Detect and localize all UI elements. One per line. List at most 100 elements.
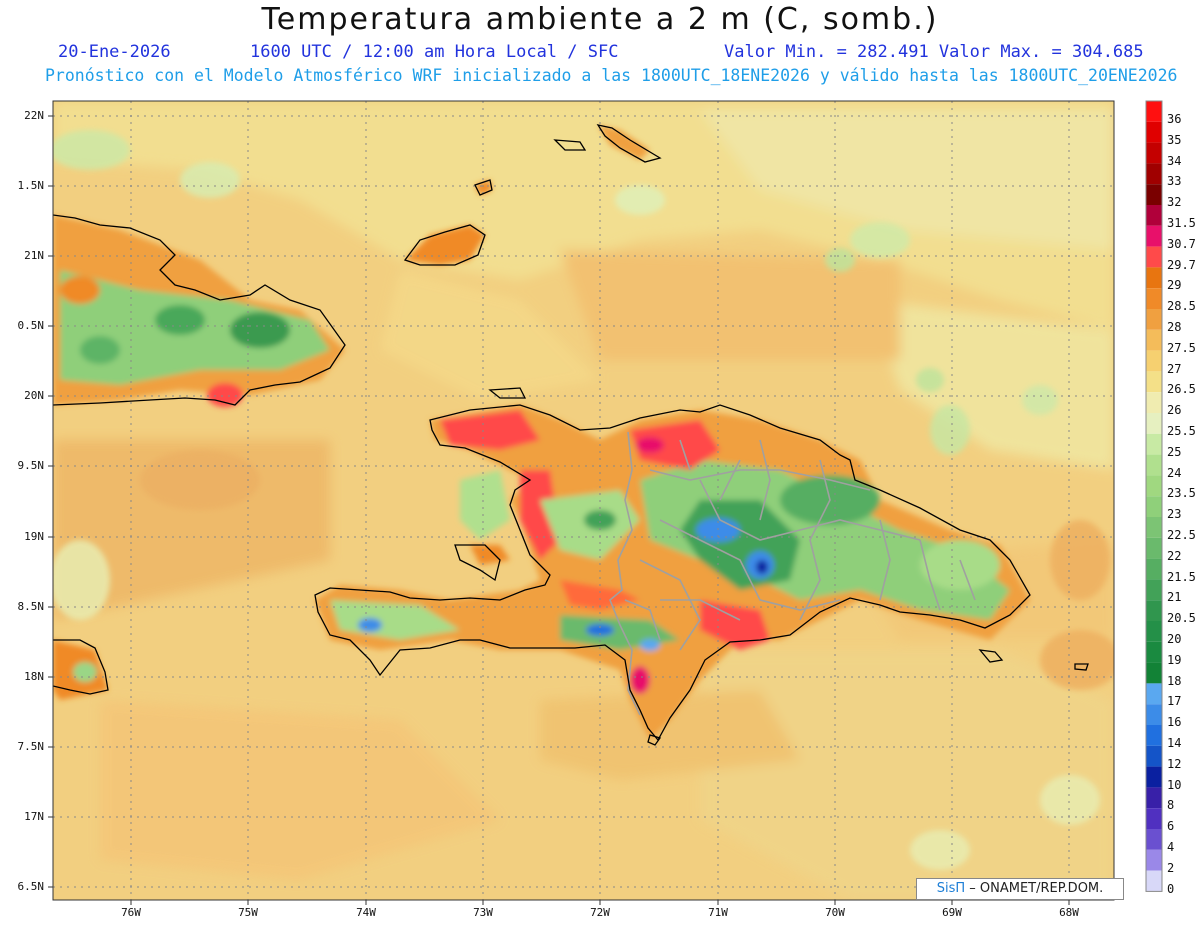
colorbar-swatch xyxy=(1146,537,1162,559)
colorbar-label: 25.5 xyxy=(1167,424,1196,438)
lat-label-20-5n: 0.5N xyxy=(17,319,45,332)
colorbar-label: 27.5 xyxy=(1167,340,1196,355)
colorbar-swatch xyxy=(1146,101,1162,122)
colorbar-label: 28.5 xyxy=(1167,299,1196,314)
forecast-date: 20-Ene-2026 xyxy=(58,42,171,62)
colorbar-label: 14 xyxy=(1167,736,1182,750)
colorbar-label: 21 xyxy=(1167,590,1182,605)
colorbar-swatch xyxy=(1146,662,1162,684)
lat-label-17n: 17N xyxy=(24,810,44,823)
colorbar-swatch xyxy=(1146,288,1162,309)
colorbar-swatch xyxy=(1146,683,1162,705)
colorbar-swatch xyxy=(1146,641,1162,663)
colorbar-swatch xyxy=(1146,787,1162,809)
colorbar-swatch xyxy=(1146,454,1162,476)
colorbar-swatch xyxy=(1146,392,1162,413)
lon-label-69w: 69W xyxy=(942,906,962,919)
lat-label-22n: 22N xyxy=(24,109,44,122)
colorbar-label: 33 xyxy=(1167,174,1182,189)
colorbar-label: 29.7 xyxy=(1167,257,1196,272)
colorbar-swatch xyxy=(1146,225,1162,247)
colorbar-label: 8 xyxy=(1167,798,1175,813)
colorbar-label: 25 xyxy=(1167,444,1182,459)
colorbar-label: 19 xyxy=(1167,652,1182,667)
lat-label-19n: 19N xyxy=(24,530,44,543)
colorbar-label: 22.5 xyxy=(1167,528,1196,542)
colorbar-label: 0 xyxy=(1167,881,1175,896)
colorbar-swatch xyxy=(1146,433,1162,455)
colorbar-label: 36 xyxy=(1167,112,1182,126)
colorbar-label: 2 xyxy=(1167,860,1175,875)
colorbar-label: 21.5 xyxy=(1167,569,1196,584)
lon-label-72w: 72W xyxy=(590,906,610,919)
colorbar-label: 26 xyxy=(1167,403,1182,418)
colorbar-swatch xyxy=(1146,246,1162,268)
colorbar-swatch xyxy=(1146,184,1162,205)
colorbar-swatch xyxy=(1146,766,1162,788)
colorbar-label: 20 xyxy=(1167,632,1182,646)
colorbar-swatch xyxy=(1146,517,1162,538)
colorbar-swatch xyxy=(1146,371,1162,393)
lon-label-73w: 73W xyxy=(473,906,493,919)
colorbar-swatch xyxy=(1146,205,1162,226)
credit-text: – ONAMET/REP.DOM. xyxy=(965,881,1104,896)
colorbar-label: 24 xyxy=(1167,465,1182,480)
lon-label-74w: 74W xyxy=(356,906,376,919)
haiti-dr-border xyxy=(609,431,641,716)
colorbar-swatch xyxy=(1146,870,1162,892)
temperature-field xyxy=(53,101,1114,900)
map-title: Temperatura ambiente a 2 m (C, somb.) xyxy=(261,2,939,37)
lon-label-68w: 68W xyxy=(1059,906,1079,919)
lat-label-20n: 20N xyxy=(24,389,44,402)
lon-label-71w: 71W xyxy=(708,906,728,919)
colorbar-swatch xyxy=(1146,309,1162,330)
colorbar-swatch xyxy=(1146,745,1162,767)
colorbar-label: 16 xyxy=(1167,715,1182,730)
min-max-values: Valor Min. = 282.491 Valor Max. = 304.68… xyxy=(724,42,1144,62)
lat-label-18-5n: 8.5N xyxy=(17,600,45,613)
colorbar-label: 4 xyxy=(1167,840,1175,854)
colorbar-swatch xyxy=(1146,600,1162,621)
colorbar-label: 26.5 xyxy=(1167,382,1196,397)
colorbar-swatch xyxy=(1146,849,1162,871)
sispi-logo: SisΠ xyxy=(936,881,966,896)
colorbar-swatch xyxy=(1146,704,1162,725)
province-borders xyxy=(624,439,976,651)
colorbar-swatch xyxy=(1146,163,1162,185)
colorbar-swatch xyxy=(1146,621,1162,642)
colorbar-label: 34 xyxy=(1167,153,1182,168)
lat-label-17-5n: 7.5N xyxy=(17,740,45,753)
colorbar-label: 10 xyxy=(1167,777,1182,792)
lat-label-21n: 21N xyxy=(24,249,44,262)
colorbar xyxy=(1145,100,1163,892)
colorbar-label: 17 xyxy=(1167,694,1182,709)
colorbar-label: 12 xyxy=(1167,756,1182,771)
axes-frame xyxy=(48,100,1115,905)
model-run-note: Pronóstico con el Modelo Atmosférico WRF… xyxy=(45,66,1178,85)
colorbar-swatch xyxy=(1146,579,1162,601)
lon-label-76w: 76W xyxy=(121,906,141,919)
colorbar-label: 28 xyxy=(1167,320,1182,334)
lat-label-16-5n: 6.5N xyxy=(17,880,45,893)
coastlines xyxy=(53,124,1089,746)
colorbar-swatch xyxy=(1146,142,1162,164)
colorbar-swatch xyxy=(1146,725,1162,746)
graticule xyxy=(53,101,1114,900)
lon-label-70w: 70W xyxy=(825,906,845,919)
colorbar-swatch xyxy=(1146,121,1162,143)
colorbar-swatch xyxy=(1146,350,1162,372)
colorbar-swatch xyxy=(1146,267,1162,289)
lon-label-75w: 75W xyxy=(238,906,258,919)
colorbar-frame xyxy=(1145,100,1163,892)
colorbar-label: 27 xyxy=(1167,361,1182,376)
colorbar-label: 30.7 xyxy=(1167,236,1196,251)
lat-label-18n: 18N xyxy=(24,670,44,683)
lat-label-21-5n: 1.5N xyxy=(17,179,45,192)
colorbar-swatch xyxy=(1146,413,1162,434)
colorbar-label: 6 xyxy=(1167,819,1175,834)
colorbar-label: 29 xyxy=(1167,278,1182,293)
colorbar-swatch xyxy=(1146,496,1162,517)
colorbar-label: 23 xyxy=(1167,507,1182,522)
lat-label-19-5n: 9.5N xyxy=(17,459,45,472)
